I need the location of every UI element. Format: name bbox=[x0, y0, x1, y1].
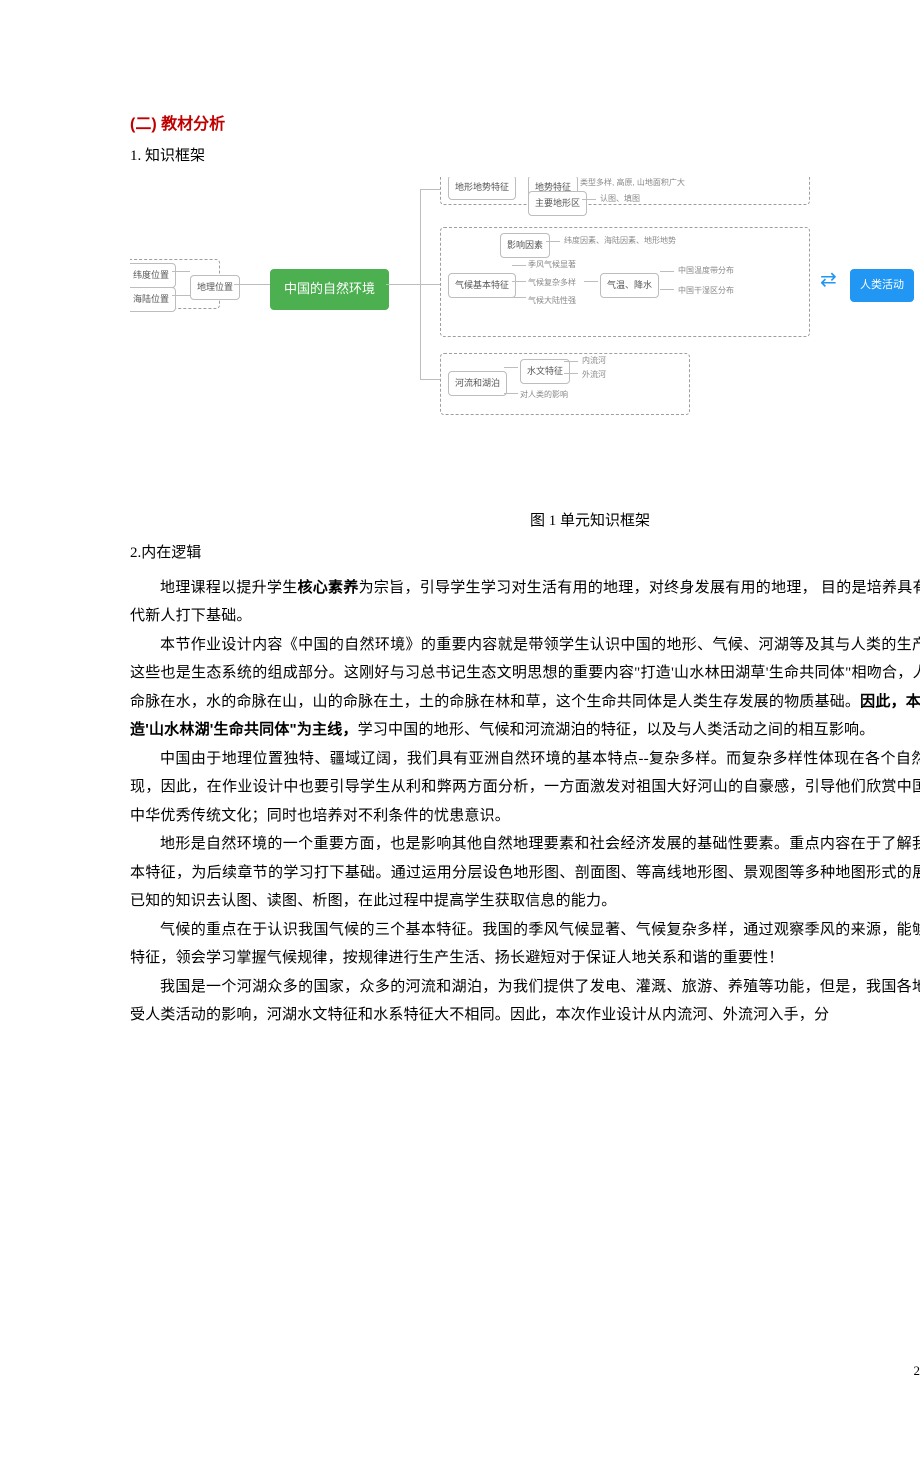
node-temp-zones: 中国温度带分布 bbox=[678, 263, 734, 278]
paragraph: 本节作业设计内容《中国的自然环境》的重要内容就是带领学生认识中国的地形、气候、河… bbox=[130, 631, 920, 745]
section-heading: (二) 教材分析 bbox=[130, 110, 920, 140]
knowledge-framework-diagram: 地形地势特征 地势特征 类型多样, 高原, 山地面积广大 主要地形区 认图、填图… bbox=[130, 177, 920, 447]
sub-heading-2: 2.内在逻辑 bbox=[130, 539, 920, 568]
paragraph: 地形是自然环境的一个重要方面，也是影响其他自然地理要素和社会经济发展的基础性要素… bbox=[130, 830, 920, 916]
node-sea-land: 海陆位置 bbox=[130, 287, 176, 312]
paragraph: 我国是一个河湖众多的国家，众多的河流和湖泊，为我们提供了发电、灌溉、旅游、养殖等… bbox=[130, 973, 920, 1030]
figure-caption: 图 1 单元知识框架 bbox=[130, 507, 920, 536]
page-number: 2 bbox=[914, 1359, 920, 1384]
paragraph: 气候的重点在于认识我国气候的三个基本特征。我国的季风气候显著、气候复杂多样，通过… bbox=[130, 916, 920, 973]
paragraph: 地理课程以提升学生核心素养为宗旨，引导学生学习对生活有用的地理，对终身发展有用的… bbox=[130, 574, 920, 631]
arrow-right-icon: ⇄ bbox=[820, 261, 837, 299]
node-terrain-detail: 类型多样, 高原, 山地面积广大 bbox=[580, 177, 685, 190]
node-wet-dry: 中国干湿区分布 bbox=[678, 283, 734, 298]
node-hydrology: 水文特征 bbox=[520, 359, 570, 384]
node-geo-position: 地理位置 bbox=[190, 275, 240, 300]
node-human-impact: 对人类的影响 bbox=[520, 387, 568, 402]
node-human-activity: 人类活动 bbox=[850, 269, 914, 302]
node-factors: 影响因素 bbox=[500, 233, 550, 258]
node-continental: 气候大陆性强 bbox=[528, 293, 576, 308]
node-latitude: 纬度位置 bbox=[130, 263, 176, 288]
node-rivers-title: 河流和湖泊 bbox=[448, 371, 507, 396]
node-climate-title: 气候基本特征 bbox=[448, 273, 516, 298]
node-factors-detail: 纬度因素、海陆因素、地形地势 bbox=[564, 233, 676, 248]
node-inland: 内流河 bbox=[582, 353, 606, 368]
node-terrain-feature: 地形地势特征 bbox=[448, 177, 516, 200]
body-text: 地理课程以提升学生核心素养为宗旨，引导学生学习对生活有用的地理，对终身发展有用的… bbox=[130, 574, 920, 1030]
node-monsoon: 季风气候显著 bbox=[528, 257, 576, 272]
node-map-fill: 认图、填图 bbox=[600, 191, 640, 206]
paragraph: 中国由于地理位置独特、疆域辽阔，我们具有亚洲自然环境的基本特点--复杂多样。而复… bbox=[130, 745, 920, 831]
node-temp-precip: 气温、降水 bbox=[600, 273, 659, 298]
node-outflow: 外流河 bbox=[582, 367, 606, 382]
sub-heading-1: 1. 知识框架 bbox=[130, 142, 920, 171]
node-main-terrain: 主要地形区 bbox=[528, 191, 587, 216]
node-main-title: 中国的自然环境 bbox=[270, 269, 389, 310]
node-complex: 气候复杂多样 bbox=[528, 275, 576, 290]
